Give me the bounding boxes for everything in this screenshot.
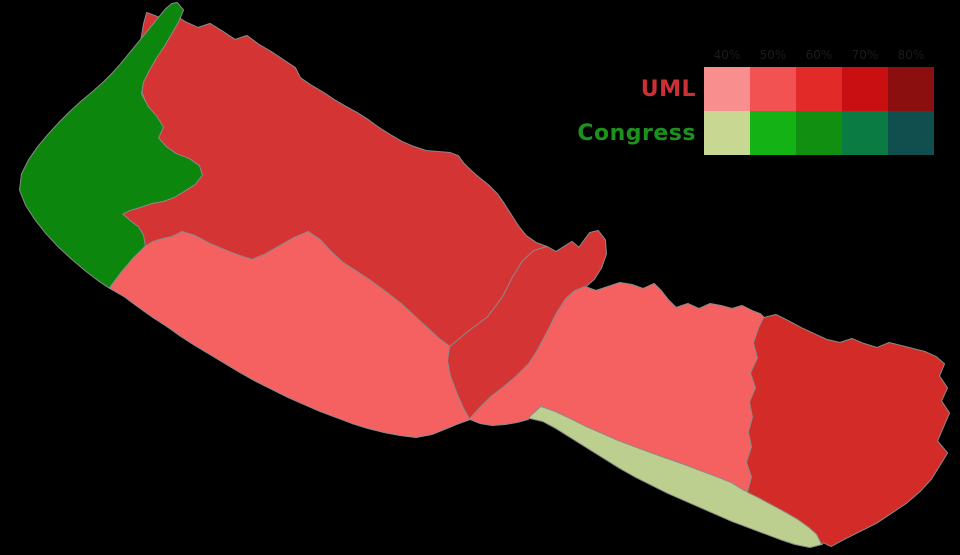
province-koshi [746,314,950,547]
